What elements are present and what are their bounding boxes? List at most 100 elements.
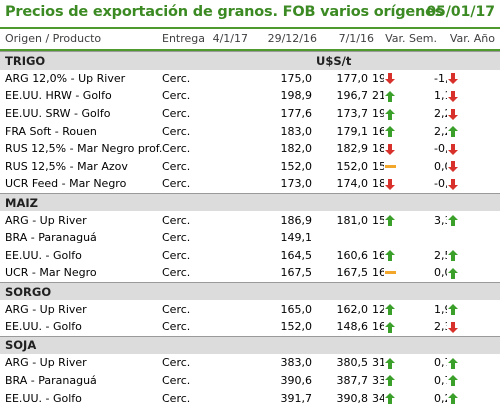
date3-trend-cell [384,372,434,390]
arrow-up-icon [448,304,459,316]
arrow-up-icon [385,304,396,316]
arrow-down-icon [448,178,459,190]
price-date3-cell [372,229,384,247]
date3-trend-cell [384,87,434,105]
year-trend-cell [447,105,500,123]
price-date3-cell: 195,0 [372,71,385,85]
table-row: BRA - Paranaguá Cerc. 149,1 [0,229,500,247]
section-header-row: SORGO [0,281,500,301]
table-row: ARG - Up RiverCerc.383,0380,5316,80,7%20… [0,354,500,372]
product-cell: RUS 12,5% - Mar Negro prof. [5,142,162,156]
arrow-up-icon [448,393,459,405]
product-cell: EE.UU. HRW - Golfo [5,89,112,103]
weekly-change-cell: 1,1% [434,89,447,103]
delivery-cell: Cerc. [162,391,191,405]
year-trend-cell [447,140,500,158]
product-cell: EE.UU. - Golfo [5,391,82,405]
arrow-up-icon [448,357,459,369]
table-row: BRA - ParanaguáCerc.390,6387,7339,10,7%1… [0,372,500,390]
delivery-cell: Cerc. [162,356,191,370]
price-date3-cell: 348,9 [372,391,385,405]
section-name: SORGO [0,281,317,301]
col-header-product: Origen / Producto [5,32,102,45]
table-row: FRA Soft - Rouen Cerc. 183,0 179,1166,1 2,2%… [0,122,500,140]
price-date1-cell: 182,0 [280,142,313,156]
weekly-change-cell: 2,5% [434,248,447,262]
col-header-delivery: Entrega [162,32,206,45]
price-date3-cell: 160,6 [372,320,385,334]
delivery-cell: Cerc. [162,320,191,334]
price-date2-cell: 182,9 [336,142,369,156]
product-cell: BRA - Paranaguá [5,373,97,387]
weekly-change-cell: 2,3% [434,320,447,334]
date3-trend-cell [384,354,434,372]
table-row: ARG - Up RiverCerc.186,9181,0153,53,3%21… [0,211,500,229]
delivery-cell: Cerc. [162,124,191,138]
price-date2-cell: 174,0 [336,177,369,191]
title-divider [0,27,500,29]
weekly-change-cell: 0,0% [434,159,447,173]
date3-trend-cell [384,300,434,318]
report-date: 05/01/17 [426,4,495,20]
arrow-down-icon [385,178,396,190]
price-date3-cell: 163,4 [372,248,385,262]
product-cell: BRA - Paranaguá [5,231,97,245]
price-date2-cell: 162,0 [336,302,369,316]
product-cell: ARG - Up River [5,356,87,370]
arrow-up-icon [448,375,459,387]
year-trend-cell [447,300,500,318]
section-header-row: MAIZ [0,192,500,212]
arrow-up-icon [385,126,396,138]
arrow-down-icon [385,73,396,85]
price-date2-cell: 380,5 [336,356,369,370]
col-header-date3: 7/1/16 [338,32,374,45]
price-date3-cell: 157,0 [372,159,385,173]
price-date2-cell: 160,6 [336,248,369,262]
arrow-up-icon [385,393,396,405]
price-date1-cell: 165,0 [280,302,313,316]
section-header-row: SOJA [0,335,500,355]
price-date2-cell: 387,7 [336,373,369,387]
delivery-cell: Cerc. [162,177,191,191]
product-cell: EE.UU. - Golfo [5,320,82,334]
price-date1-cell: 152,0 [280,320,313,334]
price-table: TRIGO U$S/t ARG 12,0% - Up River Cerc. 175,0… [0,50,500,407]
table-row: RUS 12,5% - Mar AzovCerc.152,0152,0157,0… [0,158,500,176]
table-row: ARG 12,0% - Up River Cerc. 175,0 177,0195,0… [0,70,500,88]
weekly-change-cell: 3,3% [434,213,447,227]
date3-trend-cell [384,264,434,282]
delivery-cell: Cerc. [162,248,191,262]
delivery-cell: Cerc. [162,89,191,103]
price-date1-cell: 183,0 [280,124,313,138]
delivery-cell: Cerc. [162,266,191,280]
col-header-yearly-change: Var. Año [449,32,495,45]
col-header-date1: 4/1/17 [212,32,248,45]
table-row: EE.UU. - GolfoCerc.391,7390,8348,90,2%12… [0,389,500,407]
arrow-down-icon [448,321,459,333]
arrow-up-icon [385,375,396,387]
delivery-cell: Cerc. [162,373,191,387]
year-trend-cell [447,389,500,407]
price-date1-cell: 198,9 [280,89,313,103]
year-trend-cell [447,175,500,193]
section-filler [316,281,500,301]
unchanged-dash-icon [385,164,397,168]
price-date2-cell: 390,8 [336,391,369,405]
product-cell: UCR - Mar Negro [5,266,97,280]
section-filler [316,335,500,355]
arrow-up-icon [385,108,396,120]
price-date1-cell: 164,5 [280,248,313,262]
weekly-change-cell: 0,7% [434,373,447,387]
delivery-cell: Cerc. [162,231,191,245]
year-trend-cell [447,318,500,336]
date3-trend-cell [384,247,434,265]
table-row: ARG - Up RiverCerc.165,0162,0128,01,9%28… [0,300,500,318]
price-date3-cell: 180,5 [372,177,385,191]
weekly-change-cell: 0,7% [434,356,447,370]
weekly-change-cell: -0,3% [434,142,447,156]
price-date2-cell: 173,7 [336,107,369,121]
table-row: UCR Feed - Mar Negro Cerc. 173,0 174,0180,5… [0,175,500,193]
product-cell: EE.UU. SRW - Golfo [5,107,111,121]
year-trend-cell [447,372,500,390]
